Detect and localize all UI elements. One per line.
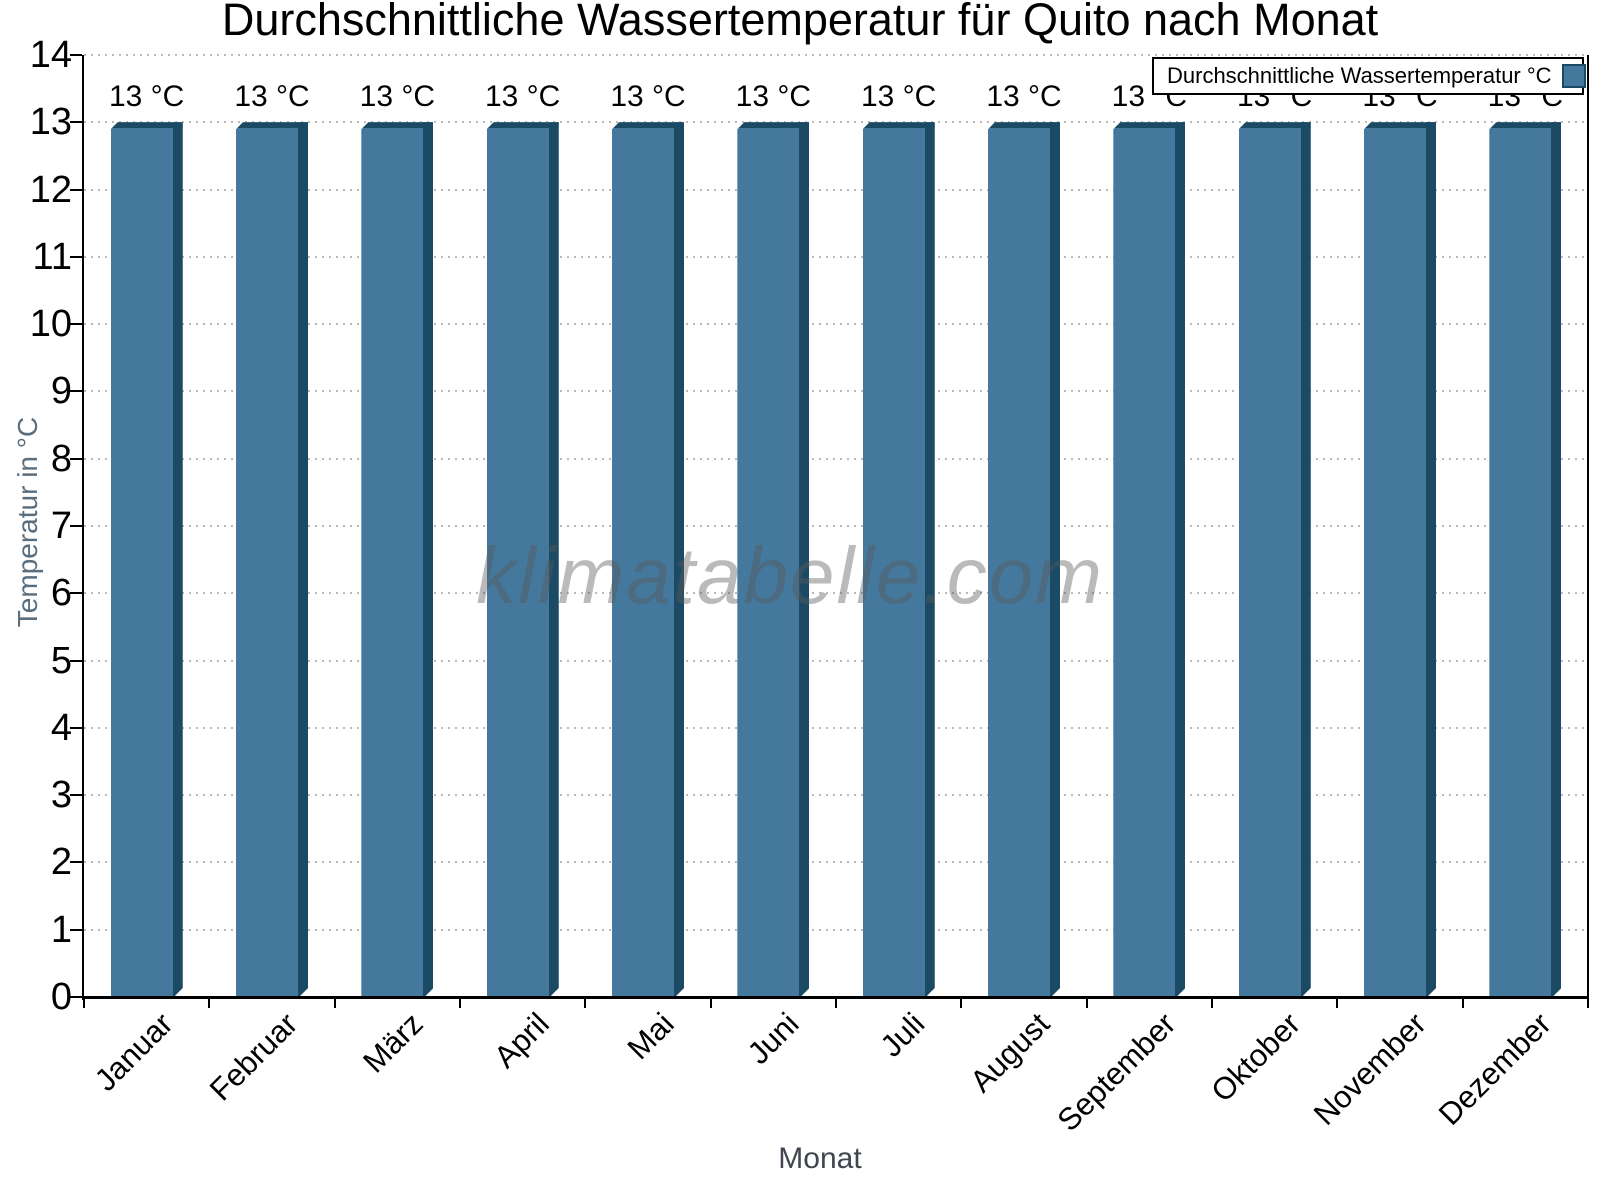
bar-august — [988, 122, 1060, 997]
y-tick-5 — [70, 659, 82, 662]
y-tick-6 — [70, 592, 82, 595]
y-axis-line — [82, 55, 84, 1000]
y-tick-label-12: 12 — [29, 168, 72, 211]
x-tick-label-november: November — [1306, 1006, 1433, 1132]
bar-september — [1113, 122, 1185, 997]
gridline-y-8 — [84, 457, 1588, 460]
y-tick-label-14: 14 — [29, 34, 72, 76]
bar-value-label-august: 13 °C — [986, 80, 1062, 114]
x-tick-4 — [584, 997, 587, 1008]
y-tick-label-9: 9 — [50, 370, 72, 413]
x-tick-7 — [960, 997, 963, 1008]
x-tick-label-oktober: Oktober — [1204, 1006, 1308, 1109]
x-tick-label-märz: März — [356, 1006, 431, 1080]
y-tick-4 — [70, 726, 82, 729]
right-border-line — [1587, 55, 1589, 1000]
y-tick-label-0: 0 — [50, 976, 72, 1018]
gridline-y-5 — [84, 659, 1588, 662]
y-tick-label-2: 2 — [50, 841, 72, 884]
x-tick-label-april: April — [486, 1006, 556, 1075]
y-tick-11 — [70, 255, 82, 258]
gridline-y-4 — [84, 726, 1588, 729]
x-tick-label-september: September — [1050, 1006, 1183, 1138]
bar-dezember — [1489, 122, 1561, 997]
bar-value-label-januar: 13 °C — [108, 80, 185, 114]
y-tick-13 — [70, 121, 82, 124]
bar-value-label-mai: 13 °C — [610, 80, 686, 114]
legend-label: Durchschnittliche Wassertemperatur °C — [1167, 63, 1552, 88]
y-tick-label-4: 4 — [50, 706, 72, 749]
bar-mai — [612, 122, 684, 997]
chart-title: Durchschnittliche Wassertemperatur für Q… — [221, 0, 1379, 45]
y-tick-14 — [70, 54, 82, 56]
y-tick-label-1: 1 — [50, 908, 72, 951]
gridline-y-11 — [84, 255, 1588, 258]
bar-november — [1364, 122, 1436, 997]
bar-value-label-juli: 13 °C — [860, 80, 937, 114]
bar-value-label-märz: 13 °C — [359, 80, 436, 114]
x-tick-8 — [1085, 997, 1088, 1008]
x-axis-title: Monat — [778, 1142, 862, 1175]
x-tick-6 — [835, 997, 837, 1008]
legend-swatch-icon — [1561, 64, 1586, 88]
y-tick-label-10: 10 — [29, 303, 72, 346]
x-tick-5 — [709, 997, 712, 1008]
y-tick-9 — [70, 390, 82, 393]
gridline-y-3 — [84, 794, 1588, 797]
y-tick-label-5: 5 — [50, 639, 72, 682]
bar-value-label-februar: 13 °C — [234, 80, 310, 114]
y-tick-3 — [70, 794, 82, 797]
legend: Durchschnittliche Wassertemperatur °C — [1152, 57, 1586, 95]
gridline-y-7 — [84, 525, 1588, 527]
bar-februar — [236, 122, 308, 997]
gridline-y-6 — [84, 592, 1588, 595]
bar-april — [487, 122, 559, 997]
bar-value-label-april: 13 °C — [484, 80, 561, 114]
x-tick-2 — [333, 997, 336, 1008]
bar-märz — [361, 122, 433, 997]
x-tick-10 — [1336, 997, 1339, 1008]
y-tick-7 — [70, 525, 82, 527]
y-tick-label-6: 6 — [50, 572, 72, 615]
bar-value-label-juni: 13 °C — [735, 80, 812, 114]
gridline-y-9 — [84, 390, 1588, 393]
x-tick-label-august: August — [963, 1006, 1057, 1099]
y-tick-label-11: 11 — [32, 235, 72, 278]
y-tick-label-13: 13 — [29, 101, 72, 144]
gridline-y-13 — [84, 121, 1588, 124]
bar-juni — [737, 122, 809, 997]
bar-januar — [111, 122, 183, 997]
y-tick-2 — [70, 861, 82, 864]
x-tick-0 — [83, 997, 85, 1008]
x-tick-label-juli: Juli — [873, 1006, 932, 1064]
y-tick-10 — [70, 323, 82, 326]
gridline-y-14 — [84, 54, 1588, 56]
gridline-y-10 — [84, 323, 1588, 326]
x-tick-label-januar: Januar — [87, 1006, 180, 1098]
x-tick-label-dezember: Dezember — [1432, 1006, 1559, 1132]
x-tick-11 — [1461, 997, 1464, 1008]
x-tick-3 — [459, 997, 461, 1008]
bar-oktober — [1239, 122, 1311, 997]
bar-juli — [863, 122, 935, 997]
y-tick-0 — [70, 996, 82, 998]
y-tick-label-3: 3 — [50, 774, 72, 817]
x-tick-12 — [1587, 997, 1589, 1008]
y-tick-label-7: 7 — [50, 505, 72, 547]
y-tick-1 — [70, 928, 82, 931]
x-tick-label-februar: Februar — [203, 1006, 305, 1108]
x-tick-1 — [208, 997, 211, 1008]
y-tick-8 — [70, 457, 82, 460]
x-tick-label-juni: Juni — [741, 1006, 807, 1071]
gridline-y-12 — [84, 188, 1588, 191]
gridline-y-1 — [84, 928, 1588, 931]
y-tick-label-8: 8 — [50, 437, 72, 480]
y-tick-12 — [70, 188, 82, 191]
x-tick-9 — [1211, 997, 1213, 1008]
x-tick-label-mai: Mai — [620, 1006, 681, 1067]
gridline-y-2 — [84, 861, 1588, 864]
